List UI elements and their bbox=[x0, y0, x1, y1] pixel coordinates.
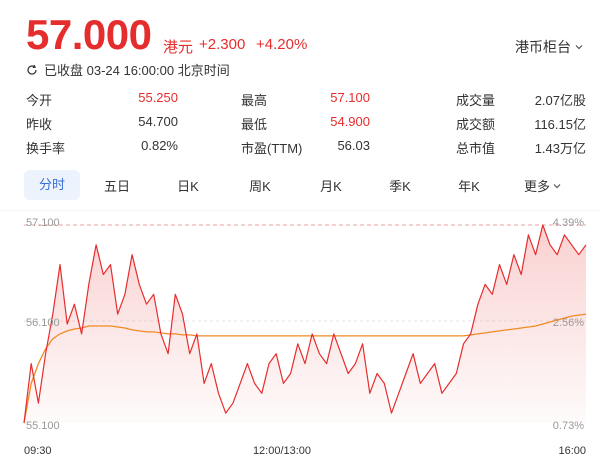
tab-yearly-k[interactable]: 年K bbox=[436, 176, 502, 195]
market-status-text: 已收盘 03-24 16:00:00 北京时间 bbox=[44, 63, 230, 78]
chevron-down-icon bbox=[553, 183, 561, 188]
tab-daily-k[interactable]: 日K bbox=[154, 176, 222, 195]
tab-label: 月K bbox=[320, 178, 342, 194]
stat-value: 1.43万亿 bbox=[534, 141, 586, 156]
quote-header: 57.000 港元 +2.300 +4.20% 港币柜台 bbox=[0, 0, 600, 58]
chart-period-tabs: 分时 五日 日K 周K 月K 季K 年K 更多 bbox=[24, 169, 586, 201]
tab-intraday[interactable]: 分时 bbox=[24, 170, 80, 200]
tab-label: 日K bbox=[177, 178, 199, 194]
price-area-fill bbox=[24, 225, 586, 423]
y-label-right-top: 4.39% bbox=[553, 217, 584, 229]
market-status: 已收盘 03-24 16:00:00 北京时间 bbox=[26, 60, 230, 79]
y-label-right-mid: 2.56% bbox=[553, 317, 584, 329]
price-line bbox=[23, 224, 587, 424]
y-label-right-bottom: 0.73% bbox=[553, 420, 584, 432]
tab-label: 分时 bbox=[38, 177, 65, 192]
tab-label: 年K bbox=[458, 178, 480, 194]
x-label-close: 16:00 bbox=[558, 445, 586, 457]
stat-value: 55.250 bbox=[138, 90, 178, 105]
tab-weekly-k[interactable]: 周K bbox=[222, 176, 298, 195]
stat-value: 54.700 bbox=[138, 114, 178, 129]
refresh-icon bbox=[27, 64, 37, 75]
tab-label: 五日 bbox=[103, 178, 130, 194]
y-label-left-bottom: 55.100 bbox=[26, 420, 60, 432]
tab-label: 更多 bbox=[523, 178, 550, 194]
stat-label: 总市值 bbox=[456, 141, 496, 156]
x-label-midday: 12:00/13:00 bbox=[253, 445, 311, 457]
chevron-down-icon bbox=[575, 45, 583, 50]
price-unit: 港元 bbox=[163, 39, 194, 56]
market-select[interactable]: 港币柜台 bbox=[515, 37, 584, 57]
average-price-line bbox=[23, 313, 587, 424]
tab-quarterly-k[interactable]: 季K bbox=[364, 176, 436, 195]
stat-label: 今开 bbox=[26, 93, 53, 108]
stat-label: 昨收 bbox=[26, 117, 53, 132]
intraday-chart: 57.100 56.100 55.100 4.39% 2.56% 0.73% 0… bbox=[0, 210, 600, 457]
stat-label: 成交量 bbox=[456, 93, 496, 108]
tab-five-day[interactable]: 五日 bbox=[80, 176, 154, 195]
stat-value: 57.100 bbox=[330, 90, 370, 105]
tab-label: 季K bbox=[389, 178, 411, 194]
stat-label: 换手率 bbox=[26, 141, 66, 156]
tab-label: 周K bbox=[249, 178, 271, 194]
stat-value: 2.07亿股 bbox=[534, 93, 586, 108]
stats-row: 今开 55.250 最高 57.100 成交量 2.07亿股 bbox=[26, 88, 586, 112]
stats-row: 换手率 0.82% 市盈(TTM) 56.03 总市值 1.43万亿 bbox=[26, 136, 586, 160]
price-change-percent: +4.20% bbox=[256, 36, 308, 53]
stat-value: 116.15亿 bbox=[534, 117, 586, 132]
tab-monthly-k[interactable]: 月K bbox=[298, 176, 364, 195]
stat-label: 最高 bbox=[241, 93, 268, 108]
current-price: 57.000 bbox=[26, 11, 152, 58]
market-select-label: 港币柜台 bbox=[515, 39, 571, 55]
stat-label: 市盈(TTM) bbox=[241, 141, 303, 156]
stat-label: 最低 bbox=[241, 117, 268, 132]
stats-table: 今开 55.250 最高 57.100 成交量 2.07亿股昨收 54.700 最低 54.90… bbox=[26, 88, 586, 160]
x-label-open: 09:30 bbox=[24, 445, 52, 457]
stats-row: 昨收 54.700 最低 54.900 成交额 116.15亿 bbox=[26, 112, 586, 136]
y-label-left-mid: 56.100 bbox=[26, 317, 60, 329]
stat-value: 0.82% bbox=[141, 138, 178, 153]
stat-label: 成交额 bbox=[456, 117, 496, 132]
price-change: +2.300 bbox=[199, 36, 246, 53]
stat-value: 54.900 bbox=[330, 114, 370, 129]
y-label-left-top: 57.100 bbox=[26, 217, 60, 229]
stat-value: 56.03 bbox=[337, 138, 370, 153]
tab-more[interactable]: 更多 bbox=[502, 176, 584, 195]
